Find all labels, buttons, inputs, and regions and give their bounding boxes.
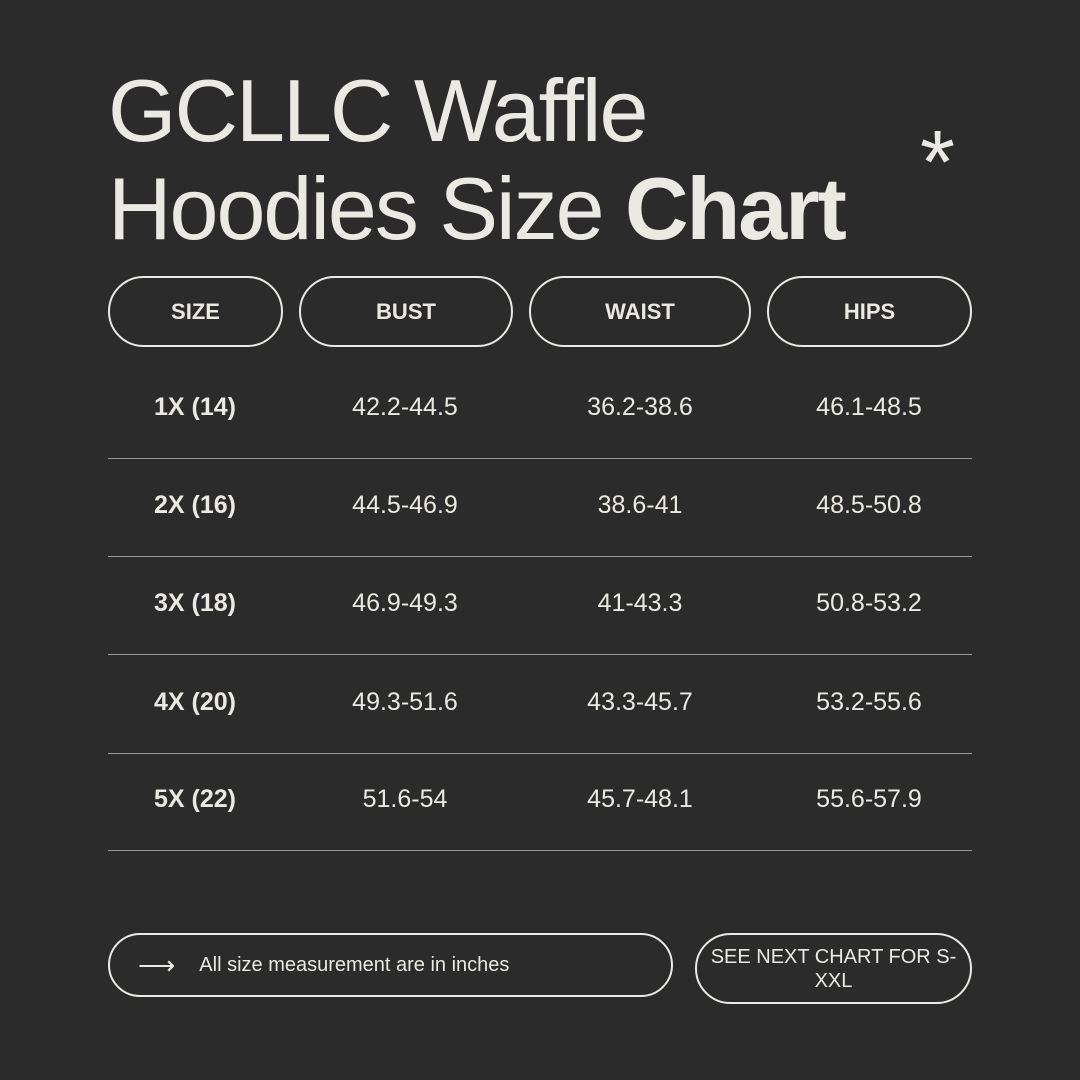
title-line-2: Hoodies Size <box>108 159 605 258</box>
waist-cell: 36.2-38.6 <box>587 393 693 421</box>
waist-cell: 43.3-45.7 <box>587 688 693 716</box>
units-note: ⟶ All size measurement are in inches <box>108 933 673 997</box>
bust-cell: 42.2-44.5 <box>352 393 458 421</box>
waist-cell: 38.6-41 <box>597 491 683 519</box>
header-bust: BUST <box>299 276 513 347</box>
size-cell: 4X (20) <box>154 688 236 716</box>
arrow-right-icon: ⟶ <box>138 949 176 980</box>
header-hips: HIPS <box>767 276 972 347</box>
page-title: GCLLC Waffle Hoodies Size Chart <box>108 61 847 258</box>
row-divider <box>108 654 972 655</box>
size-cell: 1X (14) <box>154 393 236 421</box>
bust-cell: 46.9-49.3 <box>352 589 458 617</box>
title-line-1: GCLLC Waffle <box>108 61 648 160</box>
row-divider <box>108 556 972 557</box>
next-chart-button[interactable]: SEE NEXT CHART FOR S-XXL <box>695 933 972 1004</box>
bust-cell: 51.6-54 <box>362 785 448 813</box>
size-cell: 2X (16) <box>154 491 236 519</box>
asterisk-icon: * <box>920 113 956 213</box>
hips-cell: 46.1-48.5 <box>816 393 922 421</box>
waist-cell: 45.7-48.1 <box>587 785 693 813</box>
bust-cell: 44.5-46.9 <box>352 491 458 519</box>
bust-cell: 49.3-51.6 <box>352 688 458 716</box>
waist-cell: 41-43.3 <box>597 589 683 617</box>
size-cell: 5X (22) <box>154 785 236 813</box>
hips-cell: 48.5-50.8 <box>816 491 922 519</box>
hips-cell: 55.6-57.9 <box>816 785 922 813</box>
size-cell: 3X (18) <box>154 589 236 617</box>
row-divider <box>108 458 972 459</box>
row-divider <box>108 850 972 851</box>
header-size: SIZE <box>108 276 283 347</box>
row-divider <box>108 753 972 754</box>
next-chart-label: SEE NEXT CHART FOR S-XXL <box>710 945 957 992</box>
hips-cell: 50.8-53.2 <box>816 589 922 617</box>
header-waist: WAIST <box>529 276 751 347</box>
hips-cell: 53.2-55.6 <box>816 688 922 716</box>
title-bold: Chart <box>624 159 847 258</box>
units-note-text: All size measurement are in inches <box>199 953 510 976</box>
